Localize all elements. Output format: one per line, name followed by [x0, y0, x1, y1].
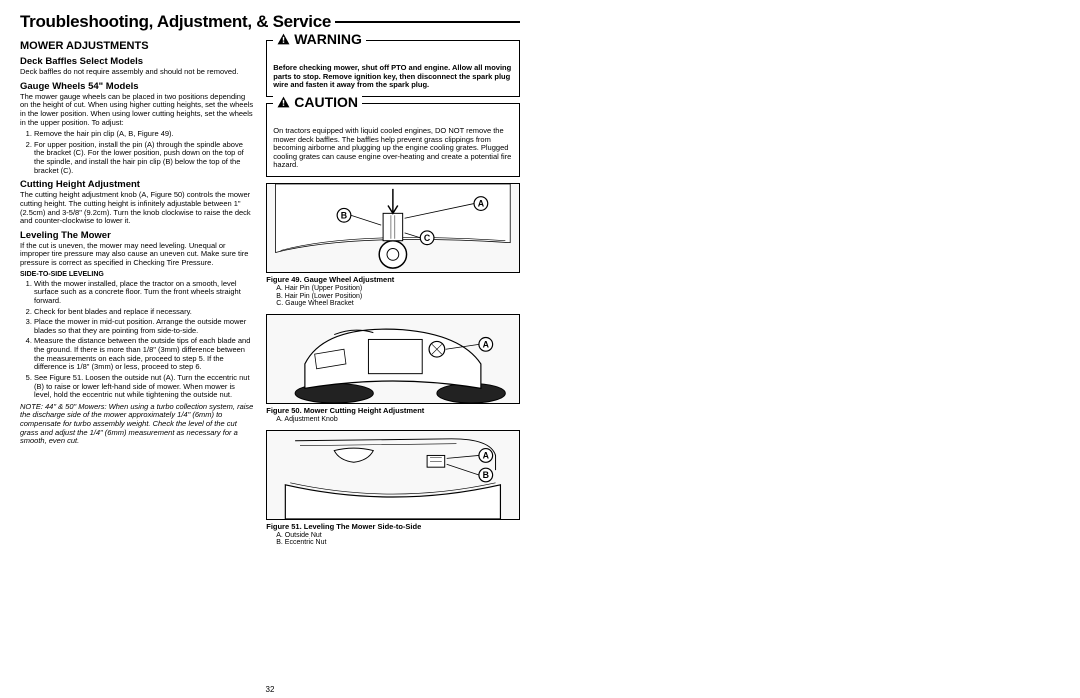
fig-item: A. Adjustment Knob	[276, 416, 520, 424]
fig-item: A. Outside Nut	[276, 532, 520, 540]
leveling-note: NOTE: 44" & 50" Mowers: When using a tur…	[20, 403, 254, 446]
deck-baffles-text: Deck baffles do not require assembly and…	[20, 68, 254, 77]
fig49-caption: Figure 49. Gauge Wheel Adjustment	[266, 275, 520, 284]
fig50-caption: Figure 50. Mower Cutting Height Adjustme…	[266, 406, 520, 415]
fig-item: B. Eccentric Nut	[276, 539, 520, 547]
cutting-height-title: Cutting Height Adjustment	[20, 179, 254, 190]
fig51-list: A. Outside Nut B. Eccentric Nut	[266, 532, 520, 547]
leveling-steps: With the mower installed, place the trac…	[20, 280, 254, 400]
figure-49: A B C	[266, 183, 520, 273]
gauge-wheels-intro: The mower gauge wheels can be placed in …	[20, 93, 254, 128]
callout-a: A	[483, 450, 490, 460]
step: Remove the hair pin clip (A, B, Figure 4…	[34, 130, 254, 139]
callout-c: C	[424, 233, 431, 243]
gauge-wheels-title: Gauge Wheels 54" Models	[20, 81, 254, 92]
fig50-list: A. Adjustment Knob	[266, 416, 520, 424]
warning-triangle-icon	[277, 33, 290, 45]
right-column: WARNING Before checking mower, shut off …	[266, 40, 520, 553]
warning-box: WARNING Before checking mower, shut off …	[266, 40, 520, 97]
page-title: Troubleshooting, Adjustment, & Service	[20, 12, 331, 32]
callout-a: A	[483, 339, 490, 349]
left-column: MOWER ADJUSTMENTS Deck Baffles Select Mo…	[20, 40, 254, 553]
step: Place the mower in mid-cut position. Arr…	[34, 318, 254, 335]
title-rule	[335, 21, 520, 23]
page-title-row: Troubleshooting, Adjustment, & Service	[20, 12, 520, 32]
fig49-list: A. Hair Pin (Upper Position) B. Hair Pin…	[266, 285, 520, 308]
caution-box: CAUTION On tractors equipped with liquid…	[266, 103, 520, 177]
caution-header: CAUTION	[273, 94, 362, 110]
callout-b: B	[341, 210, 347, 220]
gauge-wheels-steps: Remove the hair pin clip (A, B, Figure 4…	[20, 130, 254, 175]
caution-triangle-icon	[277, 96, 290, 108]
two-column-layout: MOWER ADJUSTMENTS Deck Baffles Select Mo…	[20, 40, 520, 553]
cutting-height-text: The cutting height adjustment knob (A, F…	[20, 191, 254, 226]
caution-text: On tractors equipped with liquid cooled …	[273, 127, 513, 170]
warning-header: WARNING	[273, 31, 366, 47]
document-page: Troubleshooting, Adjustment, & Service M…	[0, 0, 540, 565]
fig-item: A. Hair Pin (Upper Position)	[276, 285, 520, 293]
step: Measure the distance between the outside…	[34, 337, 254, 372]
fig-item: B. Hair Pin (Lower Position)	[276, 293, 520, 301]
callout-a: A	[478, 199, 485, 209]
step: See Figure 51. Loosen the outside nut (A…	[34, 374, 254, 400]
fig-item: C. Gauge Wheel Bracket	[276, 300, 520, 308]
step: For upper position, install the pin (A) …	[34, 141, 254, 176]
page-number: 32	[20, 685, 520, 694]
fig51-caption: Figure 51. Leveling The Mower Side-to-Si…	[266, 522, 520, 531]
figure-50: A	[266, 314, 520, 404]
leveling-title: Leveling The Mower	[20, 230, 254, 241]
caution-label: CAUTION	[294, 94, 358, 110]
warning-text: Before checking mower, shut off PTO and …	[273, 64, 513, 90]
figure-51: A B	[266, 430, 520, 520]
step: With the mower installed, place the trac…	[34, 280, 254, 306]
callout-b: B	[483, 470, 489, 480]
side-to-side-title: SIDE-TO-SIDE LEVELING	[20, 271, 254, 278]
leveling-intro: If the cut is uneven, the mower may need…	[20, 242, 254, 268]
warning-label: WARNING	[294, 31, 362, 47]
deck-baffles-title: Deck Baffles Select Models	[20, 56, 254, 67]
section-title: MOWER ADJUSTMENTS	[20, 40, 254, 52]
step: Check for bent blades and replace if nec…	[34, 308, 254, 317]
